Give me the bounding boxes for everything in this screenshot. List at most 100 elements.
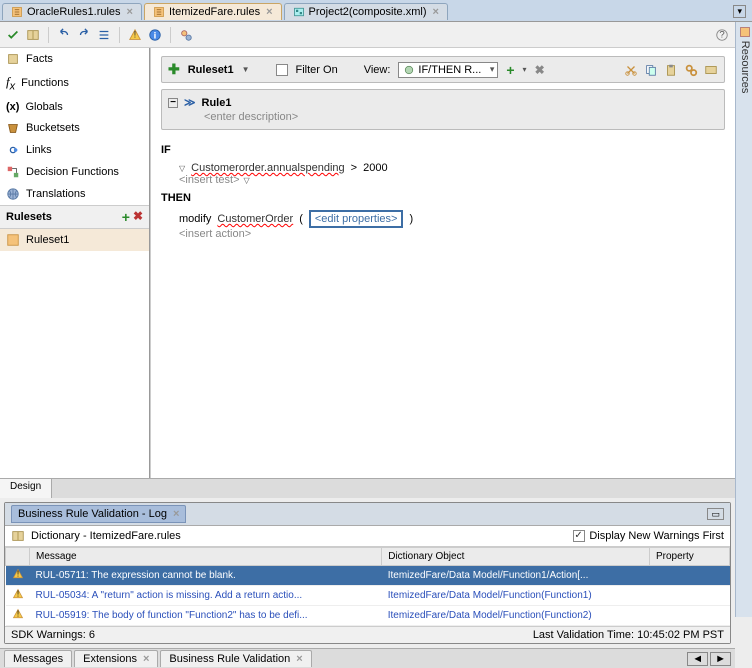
nav-decision-functions[interactable]: Decision Functions: [0, 161, 149, 183]
cut-icon[interactable]: [624, 63, 638, 77]
paste-icon[interactable]: [664, 63, 678, 77]
nav-functions[interactable]: fx Functions: [0, 70, 149, 97]
ruleset-item[interactable]: Ruleset1: [0, 229, 149, 251]
decision-icon: [6, 165, 20, 179]
tab-oraclerules[interactable]: OracleRules1.rules ×: [2, 3, 142, 20]
tab-project2[interactable]: Project2(composite.xml) ×: [284, 3, 448, 20]
tab-extensions[interactable]: Extensions×: [74, 650, 158, 667]
edit-properties-field[interactable]: <edit properties>: [309, 210, 404, 228]
table-row[interactable]: ! RUL-05034: A "return" action is missin…: [6, 586, 730, 606]
close-icon[interactable]: ×: [143, 653, 149, 665]
add-rule-menu[interactable]: ▾: [523, 65, 527, 74]
close-icon[interactable]: ×: [433, 6, 439, 18]
nav-label: Decision Functions: [26, 166, 119, 178]
nav-label: Facts: [26, 53, 53, 65]
paren-open: (: [299, 213, 303, 225]
close-icon[interactable]: ×: [266, 6, 272, 18]
minimize-icon[interactable]: ▭: [707, 508, 724, 520]
table-row[interactable]: ! RUL-05919: The body of function "Funct…: [6, 606, 730, 626]
collapse-icon[interactable]: −: [168, 98, 178, 108]
config-icon[interactable]: [179, 28, 193, 42]
close-icon[interactable]: ×: [296, 653, 302, 665]
delete-rule-button[interactable]: ✖: [535, 63, 545, 77]
nav-label: Functions: [21, 77, 69, 89]
modify-target[interactable]: CustomerOrder: [217, 213, 293, 225]
table-header-row: Message Dictionary Object Property: [6, 548, 730, 566]
svg-text:!: !: [16, 609, 18, 618]
condition-menu-icon[interactable]: ▽: [179, 164, 185, 173]
insert-action[interactable]: <insert action>: [179, 228, 725, 240]
copy-icon[interactable]: [644, 63, 658, 77]
log-header: Business Rule Validation - Log × ▭: [5, 503, 730, 526]
svg-text:!: !: [134, 29, 137, 40]
rule-description[interactable]: <enter description>: [204, 111, 718, 123]
display-new-checkbox[interactable]: [573, 530, 585, 542]
cell-message: RUL-05919: The body of function "Functio…: [30, 606, 382, 626]
log-subheader: Dictionary - ItemizedFare.rules Display …: [5, 526, 730, 547]
undo-icon[interactable]: [57, 28, 71, 42]
rule-menu-icon[interactable]: ≫: [184, 96, 196, 109]
links-icon: [6, 143, 20, 157]
bottom-tabs: Messages Extensions× Business Rule Valid…: [0, 648, 735, 668]
tab-messages[interactable]: Messages: [4, 650, 72, 667]
filter-on-checkbox[interactable]: [276, 64, 288, 76]
find-icon[interactable]: [684, 63, 698, 77]
bucketsets-icon: [6, 121, 20, 135]
add-rule-button[interactable]: +: [506, 62, 514, 78]
functions-icon: fx: [6, 74, 15, 93]
list-icon[interactable]: [97, 28, 111, 42]
condition-op[interactable]: >: [351, 162, 357, 174]
col-dict-object[interactable]: Dictionary Object: [382, 548, 650, 566]
tab-validation[interactable]: Business Rule Validation×: [160, 650, 311, 667]
col-message[interactable]: Message: [30, 548, 382, 566]
log-title-tab[interactable]: Business Rule Validation - Log ×: [11, 505, 186, 523]
svg-text:?: ?: [719, 29, 724, 40]
cell-dict: ItemizedFare/Data Model/Function(Functio…: [382, 606, 650, 626]
view-dropdown[interactable]: IF/THEN R...: [398, 62, 498, 78]
file-tabs: OracleRules1.rules × ItemizedFare.rules …: [0, 0, 752, 22]
insert-test[interactable]: <insert test> ▽: [179, 174, 725, 186]
warning-icon[interactable]: !: [128, 28, 142, 42]
validate-icon[interactable]: [6, 28, 20, 42]
view-value: IF/THEN R...: [418, 64, 481, 76]
more-icon[interactable]: [704, 63, 718, 77]
facts-icon: [6, 52, 20, 66]
redo-icon[interactable]: [77, 28, 91, 42]
tabs-menu-icon[interactable]: ▾: [733, 5, 746, 18]
condition-left[interactable]: Customerorder.annualspending: [191, 162, 345, 174]
table-row[interactable]: ! RUL-05711: The expression cannot be bl…: [6, 566, 730, 586]
rule-name[interactable]: Rule1: [202, 97, 232, 109]
rules-file-icon: [153, 6, 165, 18]
tab-itemizedfare[interactable]: ItemizedFare.rules ×: [144, 3, 282, 20]
close-icon[interactable]: ×: [173, 508, 179, 520]
nav-globals[interactable]: (x) Globals: [0, 97, 149, 117]
add-ruleset-button[interactable]: +: [122, 209, 130, 225]
rulesets-label: Rulesets: [6, 211, 52, 223]
info-icon[interactable]: i: [148, 28, 162, 42]
close-icon[interactable]: ×: [127, 6, 133, 18]
prev-tab-icon[interactable]: ◄: [687, 652, 708, 666]
design-tab[interactable]: Design: [0, 479, 52, 498]
ruleset-toolbar: ✚ Ruleset1 ▼ Filter On View: IF/THEN R..…: [161, 56, 725, 83]
ruleset-menu-icon[interactable]: ▼: [242, 65, 250, 74]
expand-icon[interactable]: ✚: [168, 61, 180, 78]
translations-icon: [6, 187, 20, 201]
nav-links[interactable]: Links: [0, 139, 149, 161]
nav-label: Bucketsets: [26, 122, 80, 134]
col-property[interactable]: Property: [650, 548, 730, 566]
paren-close: ): [409, 213, 413, 225]
globals-icon: (x): [6, 101, 19, 113]
log-table: Message Dictionary Object Property ! RUL…: [5, 547, 730, 626]
book-icon[interactable]: [26, 28, 40, 42]
nav-bucketsets[interactable]: Bucketsets: [0, 117, 149, 139]
nav-translations[interactable]: Translations: [0, 183, 149, 205]
nav-facts[interactable]: Facts: [0, 48, 149, 70]
modify-verb[interactable]: modify: [179, 213, 211, 225]
condition-row[interactable]: ▽ Customerorder.annualspending > 2000: [179, 162, 725, 174]
delete-ruleset-button[interactable]: ✖: [133, 209, 143, 225]
condition-right[interactable]: 2000: [363, 162, 387, 174]
action-row[interactable]: modify CustomerOrder ( <edit properties>…: [179, 210, 725, 228]
next-tab-icon[interactable]: ►: [710, 652, 731, 666]
help-icon[interactable]: ?: [715, 28, 729, 42]
resources-dock[interactable]: Resources: [735, 22, 752, 617]
